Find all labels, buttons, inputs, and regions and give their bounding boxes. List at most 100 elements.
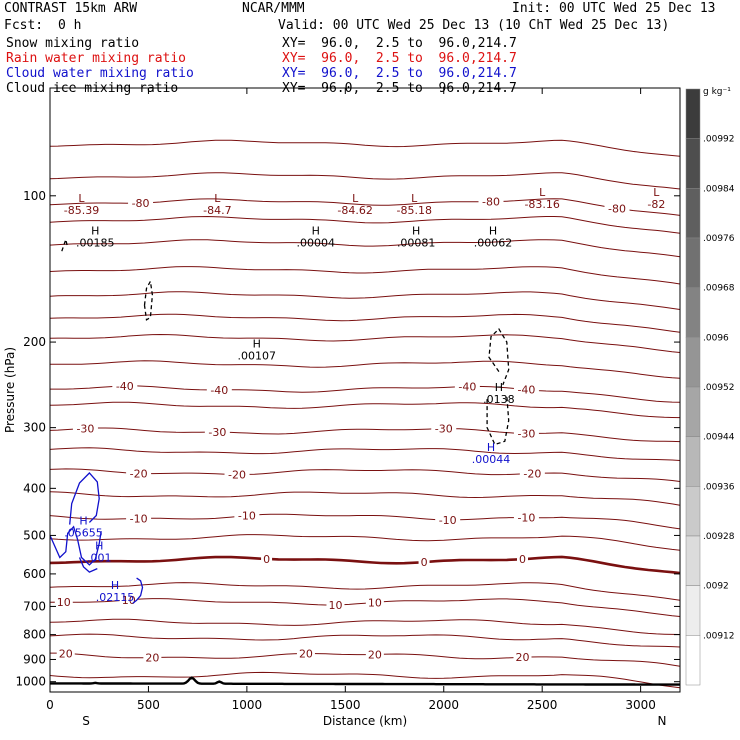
isotherm-label: -10 [130,512,148,525]
extremum-type: H [489,224,497,237]
isotherm-label-bg [604,202,630,215]
isotherm-label-bg [56,647,75,660]
colorbar-swatch [685,287,701,338]
extremum-value: .00062 [474,236,513,249]
x-tick-label: 2000 [428,698,459,712]
isotherm-label-bg [224,468,250,481]
field-xy-snow: XY= 96.0, 2.5 to 96.0,214.7 [282,36,517,51]
y-tick-label: 1000 [15,675,46,689]
extremum-type: H [79,515,87,528]
colorbar-swatch [685,88,701,139]
field-xy-rain: XY= 96.0, 2.5 to 96.0,214.7 [282,51,517,66]
x-tick-label: 2500 [527,698,558,712]
colorbar-tick-label: .00912 [703,631,735,641]
extremum-type: L [539,186,546,199]
field-name-rain: Rain water mixing ratio [6,51,187,66]
isotherm--30 [49,427,681,443]
isotherm-label-bg [296,647,315,660]
isotherm-line [49,534,681,551]
isotherm-label: -10 [238,510,256,523]
isotherm-label-bg [454,380,480,393]
field-xy-cloud-water: XY= 96.0, 2.5 to 96.0,214.7 [282,66,517,81]
isotherm-label: 20 [59,647,73,660]
isotherm-label: 0 [519,553,526,566]
x-tick-label: 0 [46,698,54,712]
isotherm-label: -80 [482,196,500,209]
isotherm-label-bg [126,467,152,480]
isotherm-label: 20 [516,651,530,664]
colorbar-tick-label: .00968 [703,284,735,294]
y-tick-label: 700 [23,599,46,613]
colorbar-swatch [685,585,701,636]
field-name-snow: Snow mixing ratio [6,36,140,51]
extremum-value: .00081 [397,236,436,249]
fcst-label: Fcst: [4,18,44,33]
extremum-type: H [312,224,320,237]
isotherm-label-bg [126,512,152,525]
isotherm-line [49,215,681,234]
isotherm-label-bg [261,552,273,565]
x-tick-label: 1000 [232,698,263,712]
extremum-type: H [412,224,420,237]
cloud-water-contour [49,525,102,566]
x-end-label-right: N [658,714,667,728]
isotherm-label-bg [143,651,162,664]
isotherm--20 [49,468,681,482]
center-label: NCAR/MMM [242,1,305,16]
colorbar-swatch [685,535,701,586]
cloud-ice-contour [488,327,510,386]
isotherm-label: 10 [368,596,382,609]
isotherm-label: -30 [517,427,535,440]
isotherm-line [50,360,681,379]
colorbar-swatch [685,486,701,537]
y-tick-label: 800 [23,628,46,642]
extremum-value: -85.18 [396,204,431,217]
extremum-type: H [495,381,503,394]
extremum-value: .00185 [76,236,115,249]
isotherm-label-bg [206,383,232,396]
isotherm-label-bg [365,648,384,661]
y-tick-label: 400 [23,481,46,495]
x-tick-label: 3000 [625,698,656,712]
isotherm-10 [49,598,681,617]
terrain-line [50,676,680,686]
colorbar-tick-label: .00992 [703,135,735,145]
cloud-ice-contour [143,279,154,321]
colorbar: .00992 .00984 .00976 .00968 .0096 .00952 .0094… [685,87,735,686]
extremum-type: H [95,540,103,553]
isotherm-label: -40 [210,384,228,397]
colorbar-unit: g kg⁻¹ [703,87,731,97]
isotherm-label: 10 [328,599,342,612]
isotherm-label-bg [513,651,532,664]
isotherm-label: 0 [263,553,270,566]
extremum-value: .001 [87,552,112,565]
isotherm-line [49,633,681,648]
cloud-water-contour [132,577,144,604]
isotherm-label-bg [435,513,461,526]
x-tick-label: 1500 [330,698,361,712]
terrain-surface [50,676,680,686]
colorbar-swatch [685,436,701,487]
isotherm-label: -30 [76,422,94,435]
extremum-value: -84.62 [337,204,372,217]
x-end-label-left: S [82,714,90,728]
valid-time: Valid: 00 UTC Wed 25 Dec 13 (10 ChT Wed … [278,18,670,33]
isotherm-label: 20 [368,648,382,661]
cloud-water-contour [78,557,98,573]
isotherm-line [49,139,681,157]
colorbar-swatch [685,188,701,239]
isotherm-label-bg [513,511,539,524]
extremum-type: H [253,337,261,350]
extremum-value: -82 [647,198,665,211]
isotherm--80 [49,198,681,216]
x-axis-label: Distance (km) [323,714,407,728]
isotherm-label-bg [431,422,457,435]
cloud-ice-contour [486,395,510,446]
plot-frame [49,87,681,693]
colorbar-tick-label: .00936 [703,482,735,492]
extremum-type: H [487,441,495,454]
model-title: CONTRAST 15km ARW [4,1,138,16]
isotherm-label: -10 [439,514,457,527]
colorbar-tick-label: .00952 [703,383,735,393]
